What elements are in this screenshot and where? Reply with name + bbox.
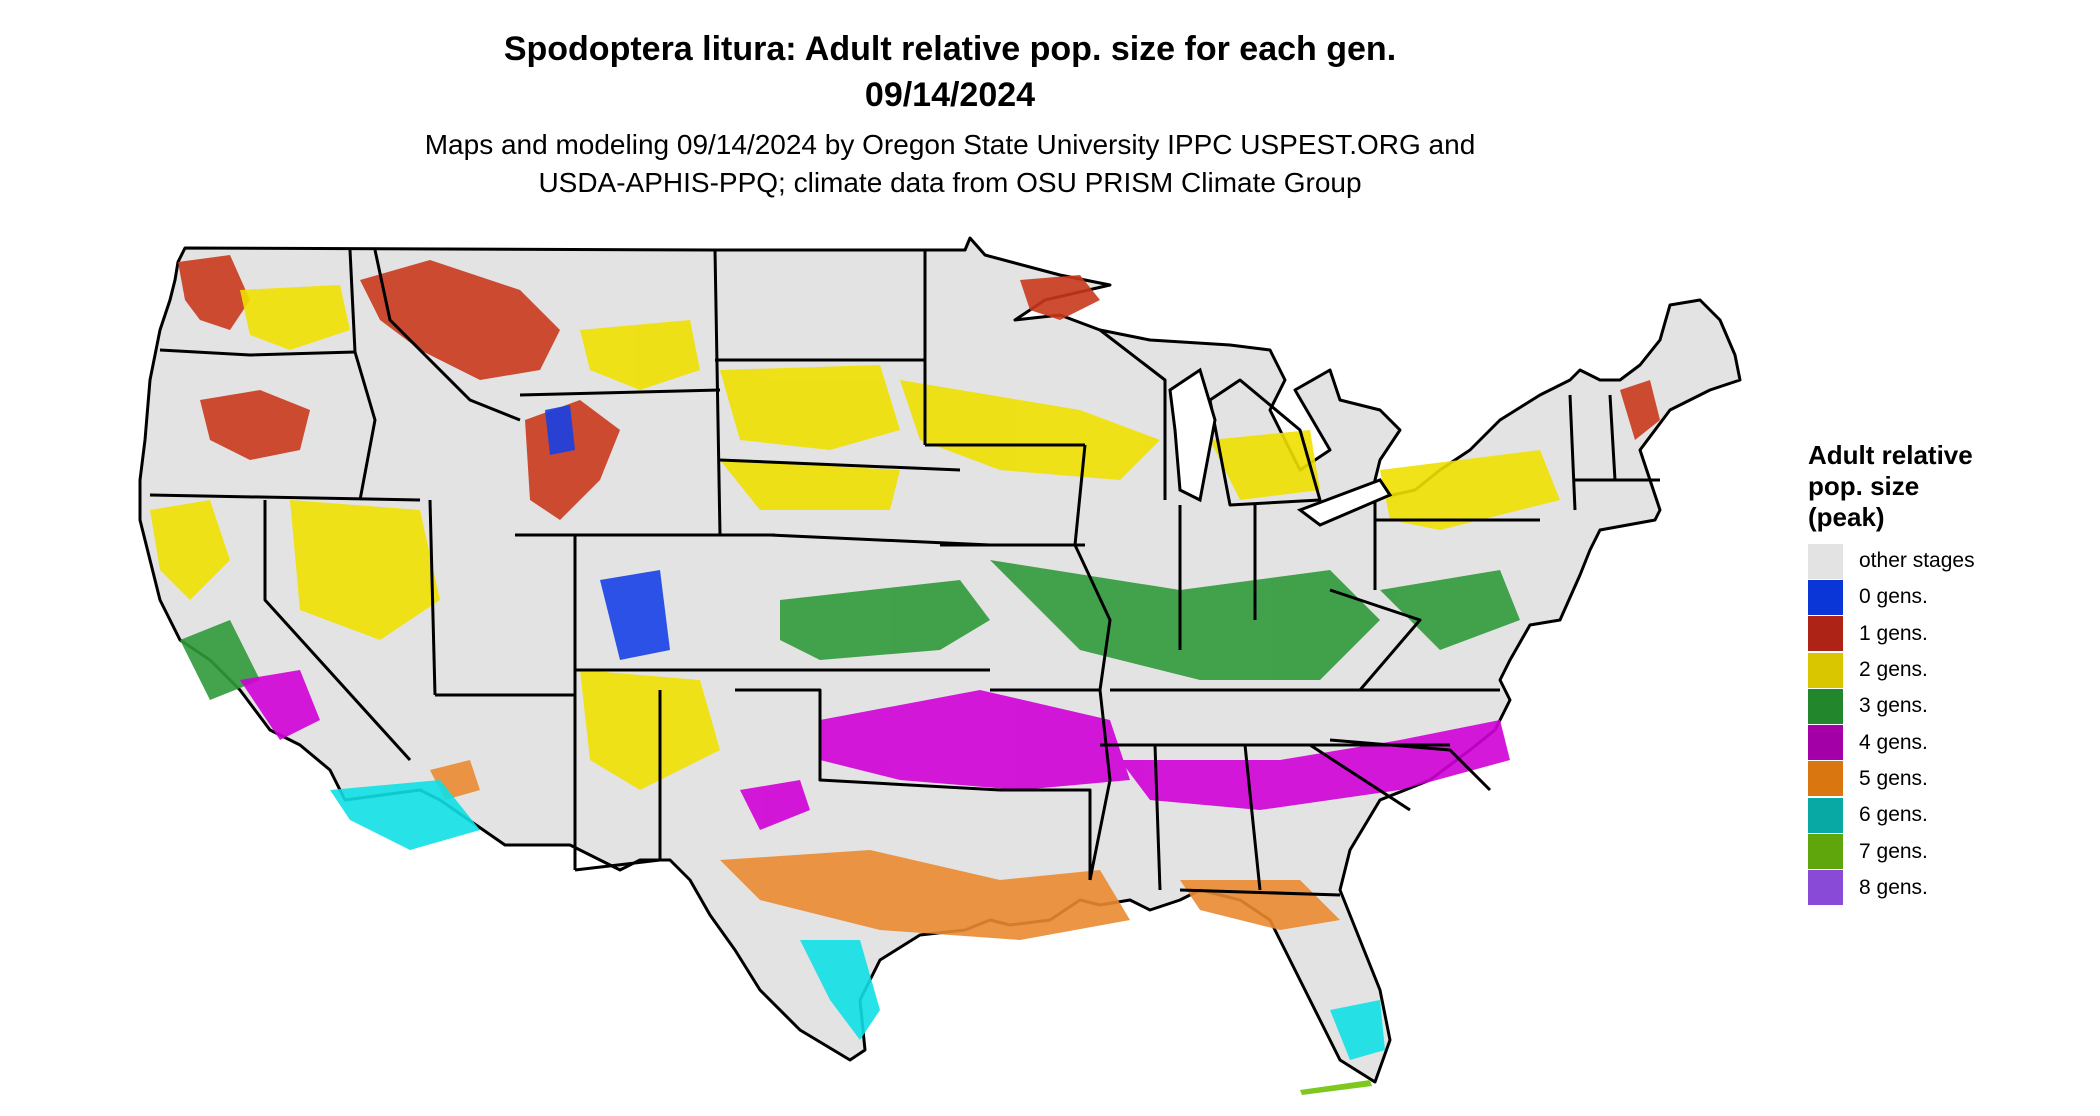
- gen2-dakotas: [720, 365, 900, 450]
- legend-swatch: [1808, 834, 1843, 869]
- legend-label: 3 gens.: [1859, 694, 1928, 718]
- legend-swatch: [1808, 616, 1843, 651]
- legend-title-line-2: pop. size: [1808, 471, 2088, 502]
- legend-label: 5 gens.: [1859, 767, 1928, 791]
- subtitle-line-2: USDA-APHIS-PPQ; climate data from OSU PR…: [0, 164, 1900, 202]
- legend-item: 4 gens.: [1808, 724, 2088, 760]
- legend-item: other stages: [1808, 543, 2088, 579]
- legend-swatch: [1808, 689, 1843, 724]
- legend-label: 4 gens.: [1859, 731, 1928, 755]
- legend-title-line-1: Adult relative: [1808, 440, 2088, 471]
- legend-item: 7 gens.: [1808, 833, 2088, 869]
- legend-label: 1 gens.: [1859, 622, 1928, 646]
- legend-item: 0 gens.: [1808, 579, 2088, 615]
- map-title: Spodoptera litura: Adult relative pop. s…: [0, 26, 1900, 118]
- legend-label: 7 gens.: [1859, 840, 1928, 864]
- title-line-species: Spodoptera litura: Adult relative pop. s…: [0, 26, 1900, 72]
- legend-item: 1 gens.: [1808, 616, 2088, 652]
- legend-rows: other stages 0 gens. 1 gens. 2 gens. 3 gens.…: [1808, 543, 2088, 906]
- legend-swatch: [1808, 653, 1843, 688]
- legend-title: Adult relative pop. size (peak): [1808, 440, 2088, 533]
- legend-swatch: [1808, 544, 1843, 579]
- legend-label: other stages: [1859, 549, 1975, 573]
- legend-item: 2 gens.: [1808, 652, 2088, 688]
- legend-label: 2 gens.: [1859, 658, 1928, 682]
- legend-label: 6 gens.: [1859, 803, 1928, 827]
- legend-swatch: [1808, 798, 1843, 833]
- legend-item: 6 gens.: [1808, 797, 2088, 833]
- legend-title-line-3: (peak): [1808, 502, 2088, 533]
- legend-swatch: [1808, 725, 1843, 760]
- legend-swatch: [1808, 580, 1843, 615]
- legend-item: 5 gens.: [1808, 761, 2088, 797]
- us-land-base: [140, 238, 1740, 1082]
- subtitle-line-1: Maps and modeling 09/14/2024 by Oregon S…: [0, 126, 1900, 164]
- gen7-florida-keys: [1300, 1080, 1372, 1095]
- map-subtitle: Maps and modeling 09/14/2024 by Oregon S…: [0, 126, 1900, 202]
- legend: Adult relative pop. size (peak) other st…: [1808, 440, 2088, 906]
- legend-item: 3 gens.: [1808, 688, 2088, 724]
- gen7-regions: [1300, 1080, 1372, 1095]
- gen0-yellowstone: [545, 405, 575, 455]
- legend-swatch: [1808, 870, 1843, 905]
- legend-label: 0 gens.: [1859, 585, 1928, 609]
- legend-swatch: [1808, 761, 1843, 796]
- title-line-date: 09/14/2024: [0, 72, 1900, 118]
- legend-item: 8 gens.: [1808, 870, 2088, 906]
- legend-label: 8 gens.: [1859, 876, 1928, 900]
- us-generation-map: [120, 230, 1780, 1110]
